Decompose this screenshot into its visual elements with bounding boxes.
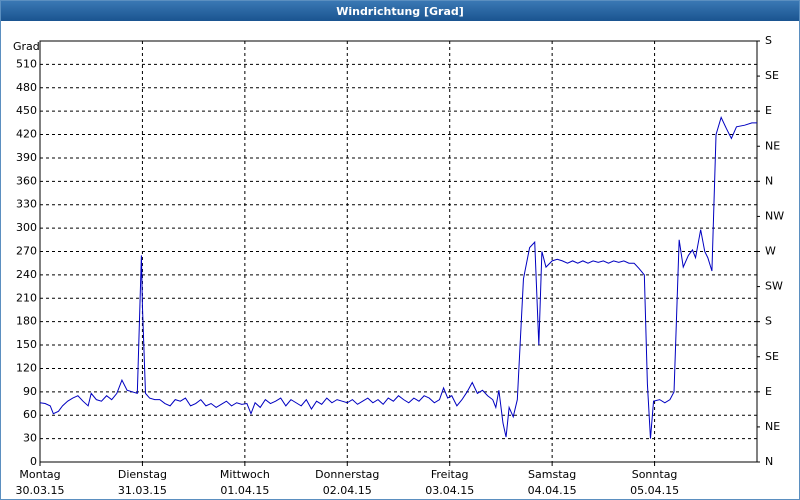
y2-tick-label: S [765,34,772,47]
y2-tick-label: E [765,104,772,117]
y-tick-label: 30 [23,432,37,445]
data-line [39,116,757,439]
y-tick-label: 420 [16,128,37,141]
x-tick-label: Sonntag [632,468,678,481]
y2-tick-label: N [765,455,773,468]
y-tick-label: 60 [23,408,37,421]
x-tick-date: 31.03.15 [118,484,167,497]
y-tick-label: 450 [16,104,37,117]
x-tick-date: 30.03.15 [16,484,65,497]
y-tick-label: 480 [16,81,37,94]
x-tick-label: Freitag [431,468,469,481]
y2-tick-label: SE [765,69,779,82]
y-tick-label: 360 [16,174,37,187]
plot-frame [39,40,758,463]
y-tick-label: 510 [16,57,37,70]
x-tick-date: 03.04.15 [425,484,474,497]
x-tick-label: Mittwoch [220,468,270,481]
y-tick-label: 300 [16,221,37,234]
y2-tick-label: SW [765,280,783,293]
y-tick-label: 390 [16,151,37,164]
title-bar [1,1,799,21]
y-tick-label: 150 [16,338,37,351]
x-tick-date: 02.04.15 [323,484,372,497]
y-tick-label: 210 [16,291,37,304]
y2-tick-label: NE [765,420,780,433]
x-tick-date: 01.04.15 [220,484,269,497]
x-tick-label: Donnerstag [315,468,379,481]
y-tick-label: 180 [16,315,37,328]
y2-tick-label: NW [765,209,784,222]
y2-tick-label: N [765,174,773,187]
y-tick-label: 330 [16,198,37,211]
x-tick-label: Samstag [528,468,576,481]
y-tick-label: 90 [23,385,37,398]
y-tick-label: 240 [16,268,37,281]
y2-tick-label: SE [765,350,779,363]
x-tick-label: Dienstag [118,468,167,481]
y2-tick-label: S [765,315,772,328]
y2-tick-label: W [765,245,776,258]
y-tick-label: 120 [16,361,37,374]
y2-tick-label: NE [765,139,780,152]
chart-title: Windrichtung [Grad] [336,5,464,18]
x-tick-label: Montag [19,468,60,481]
y-axis-label: Grad [13,40,40,53]
y-tick-label: 0 [30,455,37,468]
y2-tick-label: E [765,385,772,398]
x-tick-date: 05.04.15 [630,484,679,497]
y-tick-label: 270 [16,245,37,258]
x-tick-date: 04.04.15 [528,484,577,497]
